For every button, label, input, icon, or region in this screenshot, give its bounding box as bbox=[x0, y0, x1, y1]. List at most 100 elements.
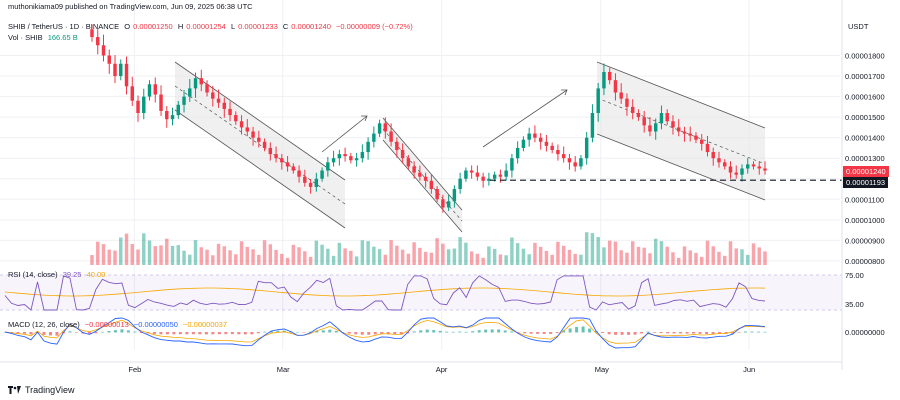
volume-bar bbox=[303, 251, 307, 265]
price-tick-label: 0.00001800 bbox=[845, 52, 885, 61]
candle-body bbox=[343, 154, 347, 157]
candle-body bbox=[251, 131, 255, 138]
candle-body bbox=[653, 123, 658, 132]
macd-signal-value: −0.00000037 bbox=[183, 320, 228, 329]
volume-bar bbox=[728, 241, 733, 265]
candle-body bbox=[705, 143, 710, 153]
candle-body bbox=[291, 166, 296, 171]
volume-bar bbox=[521, 248, 526, 265]
volume-bar bbox=[372, 246, 376, 265]
candle-body bbox=[101, 45, 106, 56]
volume-bar bbox=[487, 246, 491, 265]
macd-histogram-bar bbox=[243, 332, 247, 335]
candle-body bbox=[717, 158, 721, 163]
volume-bar bbox=[337, 242, 342, 265]
candle-body bbox=[96, 37, 100, 46]
candle-body bbox=[153, 84, 157, 95]
volume-bar bbox=[280, 253, 284, 265]
macd-histogram-bar bbox=[133, 331, 137, 333]
volume-bar bbox=[182, 250, 186, 265]
macd-histogram-bar bbox=[510, 331, 514, 333]
candle-body bbox=[630, 106, 635, 114]
volume-bar bbox=[676, 257, 681, 265]
rsi-line bbox=[4, 275, 766, 311]
candle-body bbox=[607, 71, 612, 81]
volume-bar bbox=[544, 250, 549, 265]
volume-bar bbox=[326, 248, 330, 265]
candle-body bbox=[429, 180, 434, 190]
volume-bar bbox=[757, 247, 761, 265]
high-label: H bbox=[177, 22, 184, 31]
candle-body bbox=[579, 158, 583, 167]
macd-histogram-bar bbox=[744, 331, 748, 333]
candle-body bbox=[395, 141, 399, 150]
volume-bar bbox=[538, 246, 543, 265]
volume-bar bbox=[90, 255, 94, 265]
volume-bar bbox=[492, 248, 497, 265]
candle-body bbox=[234, 115, 238, 122]
macd-histogram-bar bbox=[425, 329, 429, 333]
macd-histogram-bar bbox=[74, 332, 78, 333]
volume-bar bbox=[395, 245, 399, 265]
candle-body bbox=[124, 63, 129, 87]
macd-histogram-bar bbox=[601, 332, 605, 333]
macd-histogram-bar bbox=[581, 326, 585, 333]
tradingview-logo[interactable]: TradingView bbox=[8, 385, 75, 395]
trend-arrow-head bbox=[561, 89, 568, 96]
candle-body bbox=[441, 199, 445, 208]
volume-bar bbox=[584, 232, 589, 265]
macd-histogram-bar bbox=[172, 332, 176, 335]
volume-bar bbox=[763, 251, 767, 265]
macd-histogram-bar bbox=[380, 332, 384, 335]
macd-histogram-bar bbox=[373, 332, 377, 335]
macd-histogram-bar bbox=[731, 332, 735, 334]
volume-bar bbox=[211, 255, 215, 265]
rsi-info: RSI (14, close) 39.25 40.00 bbox=[8, 270, 108, 279]
candle-body bbox=[262, 141, 267, 148]
time-tick-label: May bbox=[595, 365, 609, 374]
macd-histogram-bar bbox=[646, 331, 650, 333]
volume-bar bbox=[665, 246, 669, 265]
volume-bar bbox=[297, 247, 301, 265]
volume-bar bbox=[441, 243, 445, 265]
rsi-band bbox=[0, 275, 842, 310]
price-tick-label: 0.00001500 bbox=[845, 113, 885, 122]
macd-histogram-bar bbox=[633, 332, 637, 335]
trend-arrow-head bbox=[361, 115, 368, 122]
macd-histogram-bar bbox=[55, 332, 59, 336]
macd-histogram-bar bbox=[217, 332, 221, 335]
macd-histogram-bar bbox=[666, 332, 670, 334]
volume-bar bbox=[251, 249, 255, 265]
candle-body bbox=[648, 125, 652, 132]
volume-bar bbox=[561, 245, 566, 265]
trend-channel-mid-line bbox=[174, 85, 346, 205]
candle-body bbox=[751, 164, 756, 167]
volume-bar bbox=[705, 240, 710, 265]
volume-bar bbox=[291, 244, 296, 265]
candle-body bbox=[199, 78, 204, 85]
macd-label: MACD (12, 26, close) bbox=[8, 320, 80, 329]
macd-histogram-bar bbox=[477, 330, 481, 333]
macd-pane bbox=[3, 317, 767, 349]
volume-bar bbox=[682, 246, 687, 265]
macd-histogram-bar bbox=[159, 332, 163, 335]
candle-body bbox=[515, 147, 520, 159]
low-value: 0.00001233 bbox=[238, 22, 278, 31]
volume-bar bbox=[688, 250, 692, 265]
macd-histogram-bar bbox=[347, 332, 351, 334]
volume-bar bbox=[222, 246, 227, 265]
candle-body bbox=[711, 152, 715, 159]
macd-histogram-bar bbox=[29, 332, 33, 335]
time-tick-label: Jun bbox=[743, 365, 755, 374]
macd-histogram-bar bbox=[568, 328, 572, 333]
candle-body bbox=[285, 162, 290, 167]
volume-bar bbox=[602, 247, 606, 265]
macd-histogram-bar bbox=[497, 329, 501, 333]
volume-bar bbox=[205, 249, 209, 265]
price-tick-label: 0.00001300 bbox=[845, 154, 885, 163]
volume-bar bbox=[435, 238, 439, 265]
volume-bar bbox=[751, 243, 756, 265]
macd-histogram-bar bbox=[68, 331, 72, 333]
rsi-pane bbox=[0, 274, 842, 311]
